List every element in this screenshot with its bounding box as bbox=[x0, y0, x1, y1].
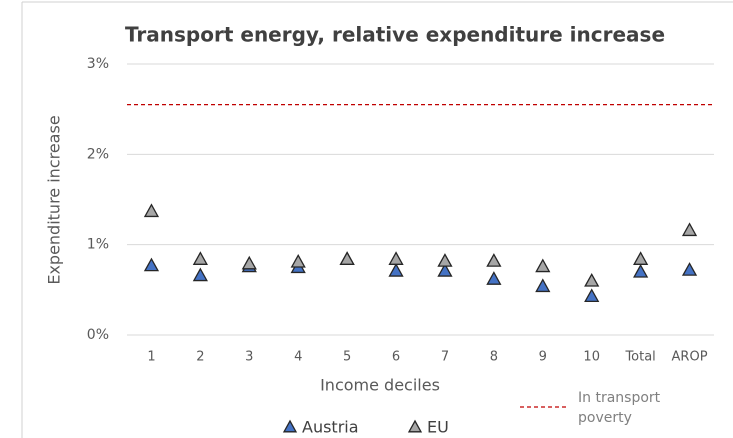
x-tick-label: 1 bbox=[147, 350, 155, 365]
point bbox=[681, 222, 698, 237]
point bbox=[437, 263, 453, 277]
point bbox=[388, 251, 404, 265]
x-tick-label: 4 bbox=[294, 350, 302, 365]
point bbox=[192, 267, 208, 282]
point bbox=[633, 251, 649, 265]
x-axis-label: Income deciles bbox=[320, 376, 440, 395]
point bbox=[633, 263, 649, 278]
point bbox=[241, 255, 257, 270]
y-tick-label: 3% bbox=[87, 56, 109, 72]
x-tick-label: Total bbox=[624, 350, 655, 365]
reference-legend-label: In transport poverty bbox=[578, 390, 661, 426]
x-tick-label: 3 bbox=[245, 350, 253, 365]
y-tick-label: 1% bbox=[87, 237, 109, 253]
point bbox=[437, 253, 453, 267]
legend-label: EU bbox=[427, 418, 449, 437]
x-tick-label: 10 bbox=[583, 350, 600, 365]
x-tick-label: 2 bbox=[196, 350, 204, 365]
x-tick-label: 8 bbox=[490, 350, 498, 365]
point bbox=[143, 203, 160, 218]
point bbox=[535, 278, 551, 293]
point bbox=[290, 253, 306, 268]
y-tick-label: 0% bbox=[87, 327, 109, 343]
x-tick-label: AROP bbox=[672, 350, 708, 365]
point bbox=[388, 263, 404, 277]
legend-marker bbox=[407, 419, 423, 433]
point bbox=[192, 251, 208, 265]
x-tick-label: 9 bbox=[539, 350, 547, 365]
point bbox=[535, 258, 551, 273]
legend-label: Austria bbox=[302, 418, 359, 437]
point bbox=[681, 262, 698, 276]
point bbox=[339, 251, 355, 265]
point bbox=[143, 257, 160, 272]
y-axis-label: Expenditure increase bbox=[45, 115, 64, 284]
x-tick-label: 7 bbox=[441, 350, 449, 365]
chart-title: Transport energy, relative expenditure i… bbox=[125, 23, 665, 47]
point bbox=[486, 253, 502, 267]
point bbox=[584, 288, 600, 303]
y-tick-label: 2% bbox=[87, 146, 109, 162]
point bbox=[584, 272, 600, 287]
x-tick-label: 6 bbox=[392, 350, 400, 365]
x-tick-label: 5 bbox=[343, 350, 351, 365]
legend-marker bbox=[282, 419, 298, 433]
point bbox=[486, 271, 502, 285]
